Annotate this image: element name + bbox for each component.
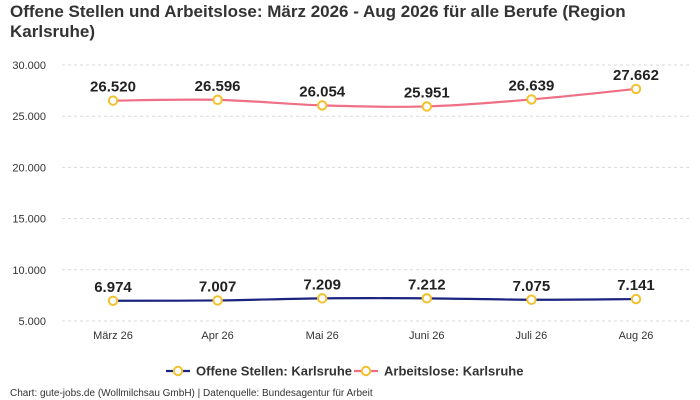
data-point [212,295,223,306]
series-line [112,297,637,302]
data-point [630,83,642,95]
data-point [317,100,328,111]
series-markers [107,83,642,306]
legend: Offene Stellen: Karlsruhe Arbeitslose: Ka… [166,364,523,379]
y-tick-label: 25.000 [12,111,46,123]
legend-swatch-marker [360,365,372,377]
data-point [526,294,537,305]
chart-title: Offene Stellen und Arbeitslose: März 202… [10,2,626,41]
data-point [107,95,119,106]
y-axis-ticks: 5.000 10.000 15.000 20.000 25.000 30.000 [12,60,46,328]
data-label: 26.639 [508,77,554,94]
data-label: 7.209 [303,276,341,293]
legend-label: Arbeitslose: Karlsruhe [384,364,523,379]
chart-credits: Chart: gute-jobs.de (Wollmilchsau GmbH) … [10,388,373,399]
data-label: 7.075 [513,278,551,295]
data-label: 7.141 [617,277,655,294]
y-tick-label: 10.000 [12,265,46,277]
data-label: 26.596 [195,78,241,95]
y-tick-label: 5.000 [18,316,46,328]
y-tick-label: 15.000 [12,214,46,226]
legend-swatch-marker [172,365,184,377]
x-tick-label: Aug 26 [619,330,654,342]
x-tick-label: Mai 26 [306,330,339,342]
data-label: 7.007 [199,278,237,295]
legend-label: Offene Stellen: Karlsruhe [196,364,352,379]
x-tick-label: Apr 26 [201,330,233,342]
data-point [421,101,432,112]
x-tick-label: Juli 26 [516,330,548,342]
data-label: 27.662 [613,67,659,84]
data-label: 26.520 [90,79,136,96]
series-lines [112,87,637,302]
data-label: 6.974 [94,279,132,296]
x-tick-label: Juni 26 [409,330,444,342]
series-line [112,87,637,108]
data-point [526,94,537,105]
data-point [212,94,223,106]
data-label: 25.951 [404,84,450,101]
x-axis-ticks: März 26 Apr 26 Mai 26 Juni 26 Juli 26 Aug 26 [93,330,653,342]
data-labels: 6.974 7.007 7.209 7.212 7.075 7.141 26.520 26.5… [90,67,659,296]
y-tick-label: 30.000 [12,60,46,72]
data-point [317,293,328,304]
data-point [630,293,642,305]
y-tick-label: 20.000 [12,162,46,174]
x-tick-label: März 26 [93,330,133,342]
grid-lines [62,64,690,322]
data-point [421,293,432,304]
data-label: 26.054 [299,83,346,100]
data-point [107,295,119,306]
data-label: 7.212 [408,276,446,293]
